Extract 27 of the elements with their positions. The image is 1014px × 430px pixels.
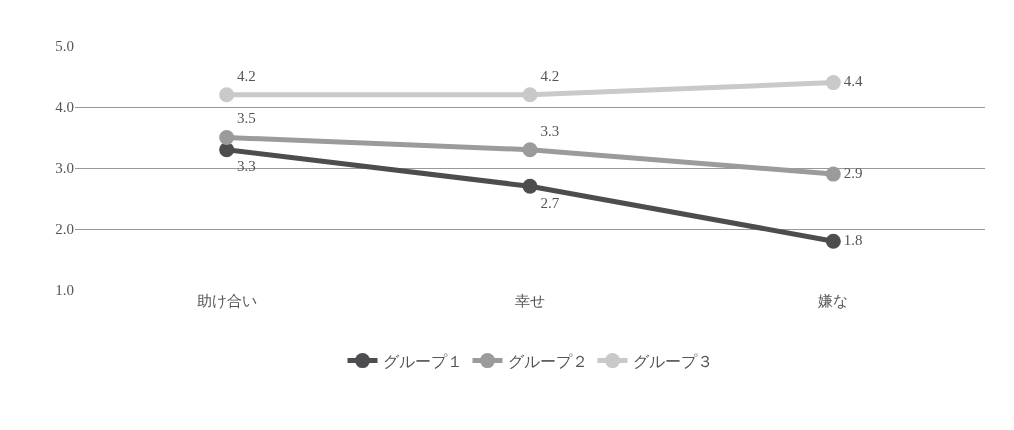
- point: [522, 142, 538, 158]
- y-tick-label: 3.0: [55, 160, 74, 177]
- legend-label: グループ１: [382, 352, 463, 370]
- legend-label: グループ２: [507, 352, 588, 370]
- data-label: 1.8: [843, 231, 863, 248]
- legend-label: グループ３: [632, 352, 713, 370]
- data-label: 4.2: [540, 67, 560, 84]
- y-tick-label: 4.0: [55, 99, 74, 116]
- x-tick-label: 幸せ: [515, 293, 545, 309]
- point: [219, 87, 235, 103]
- data-label: 3.5: [237, 110, 256, 127]
- y-tick-label: 5.0: [55, 38, 74, 55]
- point: [825, 75, 841, 91]
- point: [825, 233, 841, 249]
- data-label: 4.4: [843, 73, 863, 90]
- data-label: 3.3: [540, 122, 560, 139]
- x-tick-label: 嫌な: [818, 293, 849, 309]
- data-label: 4.2: [237, 67, 256, 84]
- data-label: 2.9: [843, 164, 863, 181]
- data-label: 2.7: [540, 194, 560, 211]
- point: [522, 178, 538, 194]
- x-tick-label: 助け合い: [196, 293, 257, 309]
- y-tick-label: 1.0: [55, 282, 74, 299]
- y-tick-label: 2.0: [55, 221, 74, 238]
- point: [522, 87, 538, 103]
- point: [219, 130, 235, 145]
- point: [825, 166, 841, 182]
